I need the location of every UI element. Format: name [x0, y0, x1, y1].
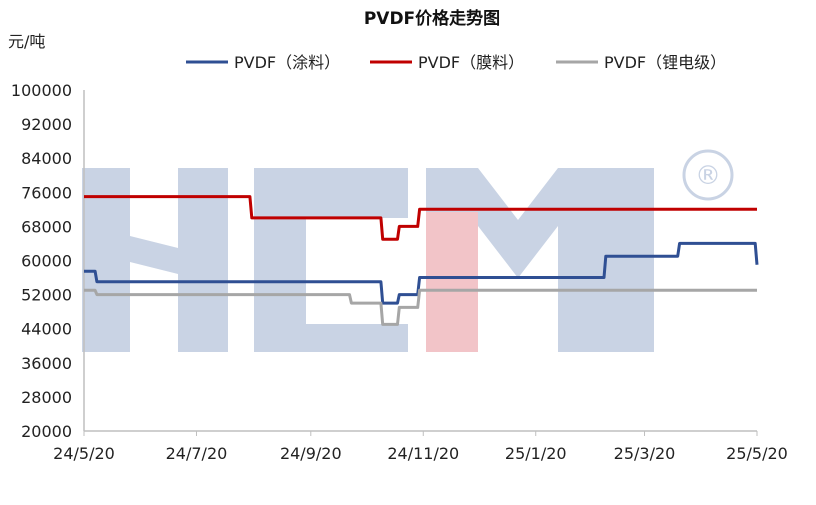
- y-tick-label: 68000: [21, 217, 72, 236]
- legend-label-battery: PVDF（锂电级）: [604, 53, 726, 72]
- x-tick-label: 24/5/20: [53, 444, 115, 463]
- series-line-battery: [84, 288, 757, 326]
- legend-label-coating: PVDF（涂料）: [234, 53, 340, 72]
- x-tick-label: 25/3/20: [614, 444, 676, 463]
- x-tick-label: 24/7/20: [166, 444, 228, 463]
- x-tick-labels: 24/5/20 24/7/20 24/9/20 24/11/20 25/1/20 25/3…: [53, 431, 788, 463]
- x-tick-label: 24/11/20: [387, 444, 459, 463]
- x-tick-label: 24/9/20: [280, 444, 342, 463]
- series-lines: [84, 195, 759, 326]
- y-tick-label: 76000: [21, 183, 72, 202]
- chart-title: PVDF价格走势图: [364, 8, 500, 29]
- y-tick-label: 52000: [21, 286, 72, 305]
- watermark-registered-mark: ®: [695, 161, 721, 191]
- legend-item-coating: PVDF（涂料）: [186, 53, 340, 72]
- y-tick-labels: 20000 28000 36000 44000 52000 60000 68000 76000…: [11, 81, 72, 441]
- x-tick-label: 25/1/20: [505, 444, 567, 463]
- watermark-logo: ®: [82, 149, 734, 352]
- legend-item-battery: PVDF（锂电级）: [556, 53, 726, 72]
- y-tick-label: 28000: [21, 388, 72, 407]
- unit-label: 元/吨: [8, 32, 45, 51]
- x-tick-label: 25/5/20: [726, 444, 788, 463]
- y-tick-label: 36000: [21, 354, 72, 373]
- y-tick-label: 20000: [21, 422, 72, 441]
- legend: PVDF（涂料） PVDF（膜料） PVDF（锂电级）: [186, 53, 726, 72]
- y-tick-label: 92000: [21, 115, 72, 134]
- legend-item-membrane: PVDF（膜料）: [370, 53, 524, 72]
- legend-label-membrane: PVDF（膜料）: [418, 53, 524, 72]
- y-tick-label: 84000: [21, 149, 72, 168]
- series-line-membrane: [84, 195, 757, 241]
- y-tick-label: 44000: [21, 320, 72, 339]
- y-tick-label: 100000: [11, 81, 72, 100]
- y-tick-label: 60000: [21, 252, 72, 271]
